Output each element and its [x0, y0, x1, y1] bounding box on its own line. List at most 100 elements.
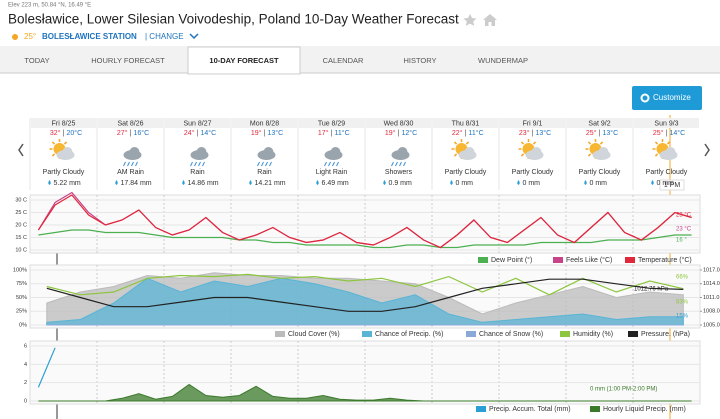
rain-drop [395, 161, 398, 167]
day-low: 16°C [134, 129, 150, 137]
cloud [62, 147, 73, 157]
day-header [165, 118, 230, 128]
tab[interactable]: HISTORY [403, 56, 436, 65]
tab[interactable]: 10-DAY FORECAST [209, 56, 279, 65]
day-high: 24° [184, 129, 195, 137]
annotation: 23 °C [676, 213, 692, 219]
sun-ray [666, 141, 671, 145]
day-condition: Showers [385, 169, 413, 176]
rain-drop [257, 161, 260, 167]
legend-label: Chance of Precip. (%) [375, 331, 443, 338]
legend-swatch [553, 257, 563, 263]
day-date: Sat 9/2 [588, 120, 610, 127]
y2-tick-label: 1011.0 [703, 295, 719, 301]
tab[interactable]: WUNDERMAP [478, 56, 528, 65]
day-high: 25° [586, 129, 597, 137]
annotation: 1012.76 hPa [634, 287, 669, 293]
customize-button[interactable] [632, 86, 702, 110]
cloud [464, 147, 475, 157]
day-precip: 0 mm [456, 180, 474, 187]
day-date: Sun 9/3 [654, 120, 678, 127]
day-high: 32° [50, 129, 61, 137]
page-title: Bolesławice, Lower Silesian Voivodeship,… [8, 12, 459, 27]
day-date: Fri 8/25 [52, 120, 76, 127]
drop-icon [48, 180, 51, 185]
y2-tick-label: 1017.0 [703, 267, 720, 273]
day-high: 23° [519, 129, 530, 137]
day-condition: Partly Cloudy [512, 169, 554, 176]
day-condition: Partly Cloudy [43, 169, 85, 176]
sun-ray [520, 153, 525, 157]
y-tick-label: 4 [24, 362, 27, 368]
series-line [38, 229, 692, 249]
legend-label: Humidity (%) [573, 331, 613, 338]
y2-tick-label: 1005.0 [703, 322, 720, 328]
customize-label[interactable]: Customize [653, 93, 691, 102]
rain-drop [131, 161, 134, 167]
rain-drop [198, 161, 201, 167]
legend-swatch [590, 406, 600, 412]
y-tick-label: 2 [24, 380, 27, 386]
day-header [366, 118, 431, 128]
rain-drop [403, 161, 406, 167]
sun-ray [465, 141, 470, 145]
y-tick-label: 25 C [15, 210, 27, 216]
star-icon[interactable] [463, 14, 477, 26]
legend-label: Hourly Liquid Precip. (mm) [603, 406, 686, 413]
drop-icon [517, 180, 520, 185]
day-header [567, 118, 632, 128]
y-tick-label: 15 C [15, 235, 27, 241]
rain-drop [202, 161, 205, 167]
legend-swatch [362, 331, 372, 337]
day-header [500, 118, 565, 128]
annotation: 16 ° [676, 238, 687, 244]
series-line [46, 278, 684, 312]
prev-arrow[interactable] [18, 143, 24, 157]
tab[interactable]: HOURLY FORECAST [91, 56, 165, 65]
rain-drop [265, 161, 268, 167]
day-precip: 17.84 mm [121, 180, 152, 187]
y-tick-label: 30 C [15, 197, 27, 203]
tab[interactable]: CALENDAR [323, 56, 364, 65]
day-precip: 14.21 mm [255, 180, 286, 187]
next-arrow[interactable] [704, 143, 710, 157]
station-temp: 25° [24, 32, 36, 41]
rain-drop [391, 161, 394, 167]
cloud [263, 147, 274, 157]
day-low: 13°C [603, 129, 619, 137]
rain-drop [261, 161, 264, 167]
day-condition: Partly Cloudy [579, 169, 621, 176]
day-header [232, 118, 297, 128]
cursor-label: 1 PM [664, 182, 681, 189]
day-low: 12°C [402, 129, 418, 137]
cursor-box [659, 179, 685, 191]
y2-tick-label: 1008.0 [703, 309, 720, 315]
change-link[interactable]: | CHANGE [145, 32, 184, 41]
day-high: 19° [385, 129, 396, 137]
y-tick-label: 6 [24, 343, 27, 349]
gear-icon [640, 93, 650, 103]
cloud [598, 147, 609, 157]
legend-swatch [275, 331, 285, 337]
day-date: Fri 9/1 [523, 120, 543, 127]
y-tick-label: 0% [19, 322, 27, 328]
chevron[interactable] [189, 33, 199, 40]
legend-swatch [476, 406, 486, 412]
day-low: 20°C [67, 129, 83, 137]
sun-ray [587, 153, 592, 157]
home-icon[interactable] [483, 14, 497, 26]
rain-drop [190, 161, 193, 167]
drop-icon [383, 180, 386, 185]
sun-ray [654, 153, 659, 157]
annotation: 23 °C [676, 227, 692, 233]
sun-ray [51, 153, 56, 157]
y2-tick-label: 1014.0 [703, 281, 720, 287]
tab[interactable]: TODAY [24, 56, 49, 65]
cloud [665, 147, 676, 157]
station-name[interactable]: BOLESŁAWICE STATION [42, 32, 137, 41]
rain-drop [269, 161, 272, 167]
sun-ray [654, 141, 659, 145]
day-low: 13°C [536, 129, 552, 137]
active-tab [187, 46, 301, 75]
